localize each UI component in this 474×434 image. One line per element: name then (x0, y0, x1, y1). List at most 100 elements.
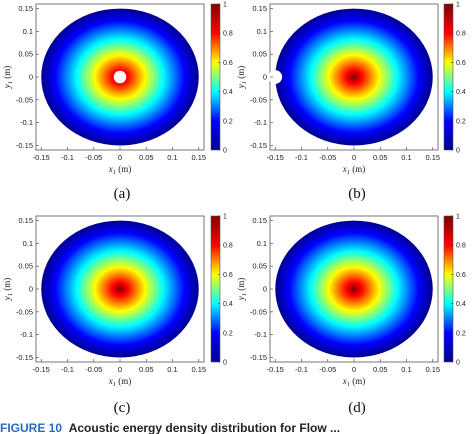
y-axis-title: y1 (m) (2, 66, 14, 90)
colorbar-tick-label: 0.4 (456, 301, 466, 308)
x-tick-label: -0.1 (295, 153, 308, 162)
y-tick-label: 0.15 (252, 216, 267, 225)
x-axis-symbol: x (342, 164, 347, 174)
y-axis-subscript: 1 (7, 293, 14, 296)
x-tick-label: -0.1 (295, 365, 308, 374)
x-axis-title: x1 (m) (108, 376, 132, 388)
y-tick-label: 0.05 (18, 50, 33, 59)
x-tick-label: 0.15 (425, 153, 440, 162)
y-axis-unit: (m) (236, 66, 246, 81)
y-tick-label: -0.1 (20, 330, 33, 339)
y-tick-label: 0.05 (252, 50, 267, 59)
x-axis-unit: (m) (116, 164, 131, 174)
colorbar-tick-label: 0.2 (456, 330, 466, 337)
colorbar-tick-label: 0 (223, 360, 227, 367)
colorbar-tick-label: 0.8 (456, 243, 466, 250)
x-axis-subscript: 1 (113, 381, 116, 388)
colorbar (210, 215, 221, 363)
y-tick-label: -0.15 (250, 141, 267, 150)
colorbar-tick-label: 0.2 (456, 118, 466, 125)
colorbar-tick-label: 1 (456, 214, 460, 221)
colorbar-tick-label: 0.8 (456, 31, 466, 38)
x-tick-label: -0.05 (85, 153, 102, 162)
y-axis-title: y1 (m) (236, 278, 248, 302)
y-tick-label: 0.1 (257, 239, 267, 248)
x-tick-label: 0 (352, 365, 356, 374)
colorbar-tick-label: 0.4 (456, 89, 466, 96)
x-axis-subscript: 1 (347, 381, 350, 388)
y-tick-label: 0.1 (257, 27, 267, 36)
colorbar-tick-label: 1 (223, 2, 227, 9)
x-axis-unit: (m) (350, 164, 365, 174)
y-tick-label: -0.1 (254, 118, 267, 127)
x-axis-unit: (m) (350, 376, 365, 386)
y-axis-unit: (m) (2, 278, 12, 293)
y-axis-unit: (m) (2, 66, 12, 81)
x-tick-label: 0.1 (401, 365, 411, 374)
x-axis-title: x1 (m) (342, 164, 366, 176)
caption-text: Acoustic energy density distribution for… (68, 422, 341, 434)
chart-panel-a: -0.15 -0.1 -0.05 0 0.05 0.1 0.15 0.15 0.1 0.05 0 -0… (2, 2, 233, 203)
caption-figure-number: FIGURE 10 (0, 422, 63, 434)
x-tick-label: -0.05 (319, 153, 336, 162)
x-tick-label: 0.1 (167, 153, 177, 162)
y-tick-label: -0.05 (16, 307, 33, 316)
y-tick-label: -0.15 (250, 353, 267, 362)
source-hole (268, 70, 283, 84)
y-tick-label: -0.1 (20, 118, 33, 127)
y-axis-symbol: y (2, 296, 12, 301)
y-axis-title: y1 (m) (2, 278, 14, 302)
colorbar-tick-label: 1 (223, 214, 227, 221)
x-tick-label: -0.05 (319, 365, 336, 374)
colorbar (443, 215, 454, 363)
x-axis-subscript: 1 (347, 169, 350, 176)
colorbar-tick-label: 0 (223, 148, 227, 155)
x-tick-label: 0.05 (139, 153, 154, 162)
y-tick-label: -0.05 (250, 307, 267, 316)
y-axis-title: y1 (m) (236, 66, 248, 90)
y-tick-label: -0.15 (16, 141, 33, 150)
x-axis-title: x1 (m) (342, 376, 366, 388)
colorbar-tick-label: 0.2 (223, 118, 233, 125)
colorbar-tick-label: 0.4 (223, 89, 233, 96)
x-tick-label: -0.15 (267, 365, 284, 374)
x-tick-label: 0 (118, 153, 122, 162)
y-tick-label: 0 (263, 73, 267, 82)
y-tick-label: -0.1 (254, 330, 267, 339)
chart-panel-b: -0.15 -0.1 -0.05 0 0.05 0.1 0.15 0.15 0.1 0.05 0 -0… (236, 2, 466, 203)
energy-density-field (41, 220, 199, 358)
x-tick-label: 0 (352, 153, 356, 162)
y-tick-label: 0.1 (23, 27, 33, 36)
x-axis-unit: (m) (116, 376, 131, 386)
x-tick-label: 0.1 (401, 153, 411, 162)
y-tick-label: 0.15 (252, 4, 267, 13)
colorbar-tick-label: 0.6 (223, 60, 233, 67)
y-tick-label: 0.05 (18, 262, 33, 271)
x-axis-symbol: x (342, 376, 347, 386)
y-axis-subscript: 1 (241, 81, 248, 84)
y-tick-label: 0 (29, 73, 33, 82)
y-tick-label: 0.15 (18, 4, 33, 13)
x-tick-label: 0.15 (425, 365, 440, 374)
x-tick-label: -0.1 (61, 153, 74, 162)
chart-panel-c: -0.15 -0.1 -0.05 0 0.05 0.1 0.15 0.15 0.1 0.05 0 -0… (2, 214, 233, 417)
x-tick-label: -0.05 (85, 365, 102, 374)
source-hole (113, 70, 127, 84)
colorbar-tick-label: 0.2 (223, 330, 233, 337)
y-axis-unit: (m) (236, 278, 246, 293)
y-axis-subscript: 1 (7, 81, 14, 84)
colorbar-tick-label: 0 (456, 148, 460, 155)
x-axis-symbol: x (108, 376, 113, 386)
y-axis-symbol: y (2, 84, 12, 89)
y-tick-label: -0.15 (16, 353, 33, 362)
y-axis-symbol: y (236, 296, 246, 301)
panel-label: (a) (114, 186, 131, 202)
x-tick-label: 0.05 (373, 153, 388, 162)
x-tick-label: 0.05 (139, 365, 154, 374)
y-tick-label: 0.1 (23, 239, 33, 248)
energy-density-field (275, 220, 433, 358)
colorbar-tick-label: 0.8 (223, 31, 233, 38)
y-axis-symbol: y (236, 84, 246, 89)
y-tick-label: 0.05 (252, 262, 267, 271)
